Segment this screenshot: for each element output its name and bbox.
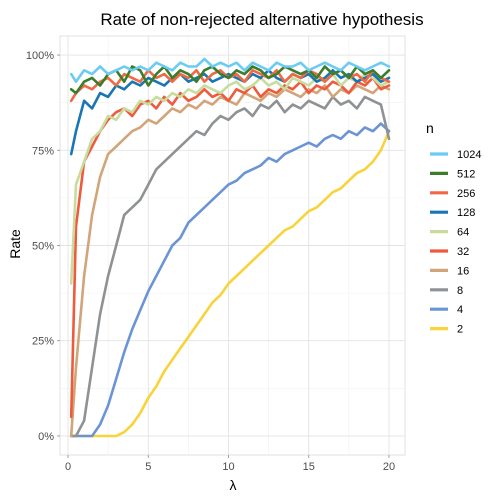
x-axis-title: λ [230, 477, 237, 493]
legend-label-n-1024: 1024 [457, 149, 481, 161]
series-lines [69, 57, 391, 438]
series-line-n-2 [69, 129, 391, 438]
legend-label-n-32: 32 [457, 246, 469, 258]
x-tick-label: 10 [222, 461, 234, 473]
y-tick-label: 50% [32, 241, 54, 253]
y-tick-label: 100% [26, 50, 54, 62]
series-line-n-8 [69, 95, 391, 438]
legend-label-n-16: 16 [457, 265, 469, 277]
legend-label-n-8: 8 [457, 285, 463, 297]
y-axis: 0% 25% 50% 75% 100% [26, 50, 60, 443]
y-tick-label: 75% [32, 145, 54, 157]
legend-label-n-512: 512 [457, 168, 475, 180]
legend-label-n-256: 256 [457, 188, 475, 200]
y-tick-label: 0% [38, 431, 54, 443]
legend-label-n-64: 64 [457, 227, 469, 239]
legend: n 1024 512 256 128 64 32 16 8 4 2 [426, 120, 481, 336]
legend-title: n [426, 120, 434, 136]
legend-label-n-2: 2 [457, 324, 463, 336]
x-tick-label: 5 [145, 461, 151, 473]
chart-title: Rate of non-rejected alternative hypothe… [100, 10, 423, 29]
series-line-n-4 [69, 122, 391, 438]
series-line-n-512 [69, 65, 391, 95]
legend-label-n-4: 4 [457, 304, 463, 316]
x-tick-label: 20 [383, 461, 395, 473]
legend-label-n-128: 128 [457, 207, 475, 219]
series-line-n-64 [69, 72, 391, 285]
y-axis-title: Rate [7, 229, 23, 259]
series-line-n-1024 [69, 57, 391, 83]
x-tick-label: 0 [65, 461, 71, 473]
y-tick-label: 25% [32, 336, 54, 348]
x-tick-label: 15 [303, 461, 315, 473]
series-line-n-32 [69, 76, 391, 419]
x-axis: 0 5 10 15 20 [65, 455, 395, 473]
